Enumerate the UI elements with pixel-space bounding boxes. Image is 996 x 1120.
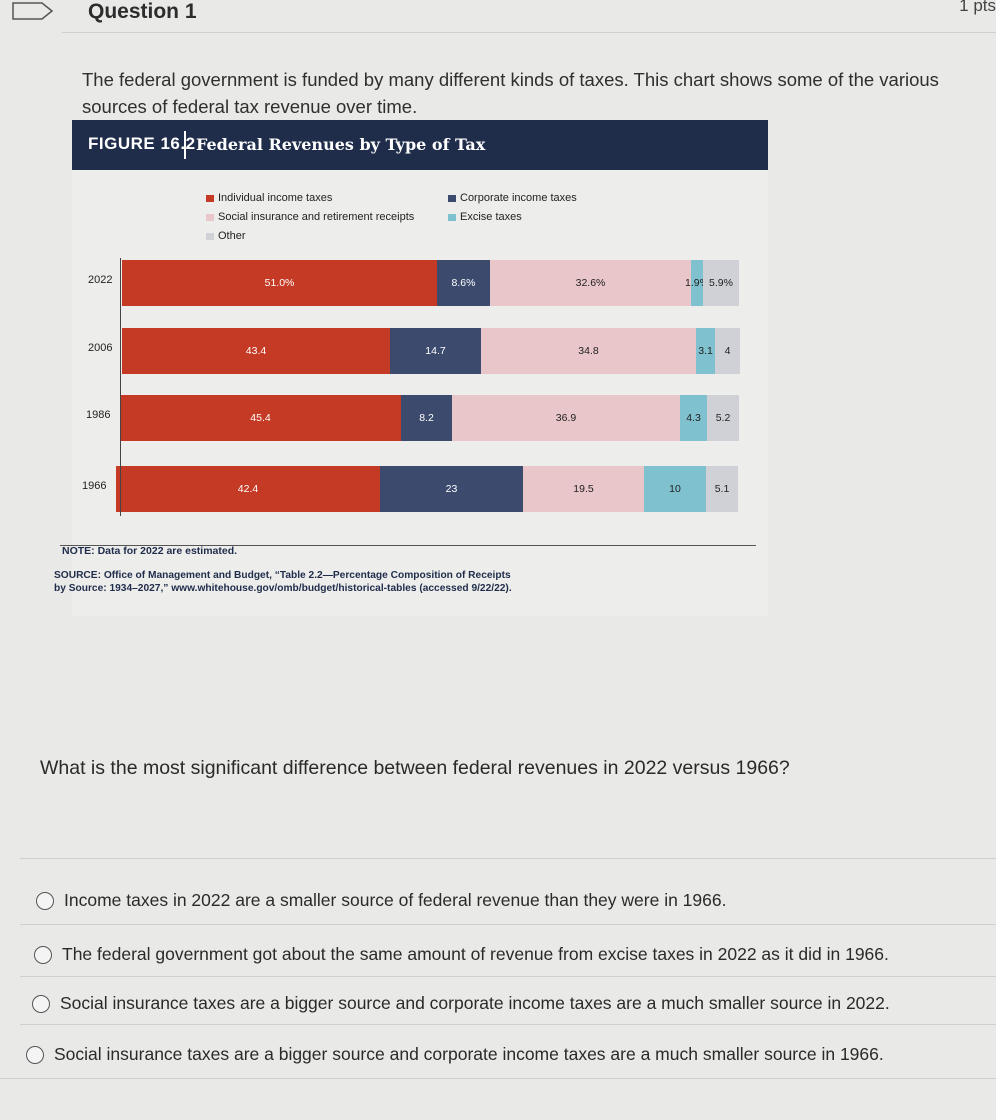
bar-segment: 5.2 <box>707 395 739 441</box>
bar-segment: 19.5 <box>523 466 644 512</box>
source-text-line2: by Source: 1934–2027,” www.whitehouse.go… <box>54 582 512 594</box>
bar-value-label: 5.9% <box>709 277 733 289</box>
legend-label: Excise taxes <box>460 211 522 223</box>
answer-divider <box>0 1078 996 1079</box>
legend-label: Individual income taxes <box>218 192 333 204</box>
figure-header-separator <box>184 131 186 159</box>
legend-swatch <box>448 194 456 202</box>
answer-option-1[interactable]: Income taxes in 2022 are a smaller sourc… <box>36 890 726 911</box>
legend-label: Other <box>218 230 246 242</box>
figure-source: SOURCE: Office of Management and Budget,… <box>54 570 512 595</box>
bar-value-label: 8.6% <box>451 277 476 289</box>
bar-segment: 4 <box>715 328 740 374</box>
figure-number: FIGURE 16.2 <box>88 134 196 153</box>
chart-axis-line <box>120 258 121 516</box>
bar-value-label: 4.3 <box>686 412 701 424</box>
bar-segment: 3.1 <box>696 328 715 374</box>
bar-segment: 32.6% <box>490 260 691 306</box>
legend-swatch <box>448 213 456 221</box>
source-label: SOURCE: <box>54 570 101 581</box>
bar-segment: 14.7 <box>390 328 481 374</box>
bar-segment: 1.9% <box>685 260 709 306</box>
source-text: Office of Management and Budget, “Table … <box>103 570 511 581</box>
bar-value-label: 4 <box>724 345 731 357</box>
bar-value-label: 34.8 <box>578 345 599 357</box>
answer-label: Social insurance taxes are a bigger sour… <box>60 993 890 1013</box>
bar-segment: 43.4 <box>122 328 390 374</box>
legend-other: Other <box>206 230 246 242</box>
figure-header: FIGURE 16.2 Federal Revenues by Type of … <box>72 120 768 170</box>
radio-button[interactable] <box>36 891 54 910</box>
figure-title: Federal Revenues by Type of Tax <box>196 135 486 154</box>
question-title: Question 1 <box>88 0 197 23</box>
bar-segment: 4.3 <box>680 395 707 441</box>
legend-label: Corporate income taxes <box>460 192 577 204</box>
question-points: 1 pts <box>959 0 996 15</box>
legend-individual-income: Individual income taxes <box>206 192 332 204</box>
answer-label: Social insurance taxes are a bigger sour… <box>54 1044 884 1064</box>
figure-note: NOTE: Data for 2022 are estimated. <box>62 545 238 557</box>
bar-segment: 51.0% <box>122 260 437 306</box>
answer-divider <box>20 924 996 925</box>
radio-button[interactable] <box>32 994 50 1013</box>
bar-value-label: 32.6% <box>575 277 606 289</box>
year-label: 2006 <box>88 342 113 354</box>
answer-option-3[interactable]: Social insurance taxes are a bigger sour… <box>32 993 890 1014</box>
bar-value-label: 19.5 <box>573 483 594 495</box>
bar-segment: 8.6% <box>437 260 490 306</box>
bar-segment: 5.9% <box>703 260 739 306</box>
question-intro: The federal government is funded by many… <box>82 69 939 117</box>
radio-button[interactable] <box>26 1045 44 1064</box>
bar-value-label: 5.2 <box>715 412 731 424</box>
year-label: 1966 <box>82 480 107 492</box>
year-label: 2022 <box>88 274 113 286</box>
radio-button[interactable] <box>34 945 52 964</box>
answer-label: The federal government got about the sam… <box>62 944 889 964</box>
legend-label: Social insurance and retirement receipts <box>218 211 415 223</box>
answer-option-4[interactable]: Social insurance taxes are a bigger sour… <box>26 1044 884 1065</box>
legend-excise: Excise taxes <box>448 211 522 223</box>
bar-value-label: 8.2 <box>419 412 434 424</box>
bar-value-label: 3.1 <box>698 345 713 357</box>
bar-value-label: 51.0% <box>264 277 295 289</box>
bar-value-label: 23 <box>445 483 458 495</box>
flag-icon[interactable] <box>12 2 54 20</box>
bar-segment: 23 <box>380 466 523 512</box>
bar-value-label: 5.1 <box>714 483 730 495</box>
bar-value-label: 14.7 <box>425 345 446 357</box>
bar-segment: 45.4 <box>120 395 401 441</box>
answer-label: Income taxes in 2022 are a smaller sourc… <box>64 890 727 910</box>
bar-segment: 5.1 <box>706 466 738 512</box>
legend-corporate-income: Corporate income taxes <box>448 192 577 204</box>
legend-swatch <box>206 213 214 221</box>
bar-segment: 10 <box>644 466 706 512</box>
bar-value-label: 42.4 <box>237 483 259 495</box>
legend-social-insurance: Social insurance and retirement receipts <box>206 211 414 223</box>
header-divider <box>62 32 996 33</box>
answer-option-2[interactable]: The federal government got about the sam… <box>34 944 889 965</box>
bar-value-label: 43.4 <box>245 345 267 357</box>
answer-divider <box>20 1024 996 1025</box>
legend-swatch <box>206 194 214 202</box>
figure-bottom-rule <box>60 545 756 546</box>
answer-divider <box>20 858 996 859</box>
bar-value-label: 10 <box>669 483 681 495</box>
bar-value-label: 45.4 <box>250 412 271 424</box>
question-prompt: What is the most signiﬁcant difference b… <box>40 757 790 779</box>
bar-segment: 34.8 <box>481 328 696 374</box>
answer-divider <box>20 976 996 977</box>
bar-segment: 36.9 <box>452 395 680 441</box>
bar-value-label: 1.9% <box>685 277 709 289</box>
legend-swatch <box>206 232 214 240</box>
year-label: 1986 <box>86 409 111 421</box>
bar-segment: 8.2 <box>401 395 452 441</box>
bar-segment: 42.4 <box>116 466 380 512</box>
bar-value-label: 36.9 <box>555 412 577 424</box>
